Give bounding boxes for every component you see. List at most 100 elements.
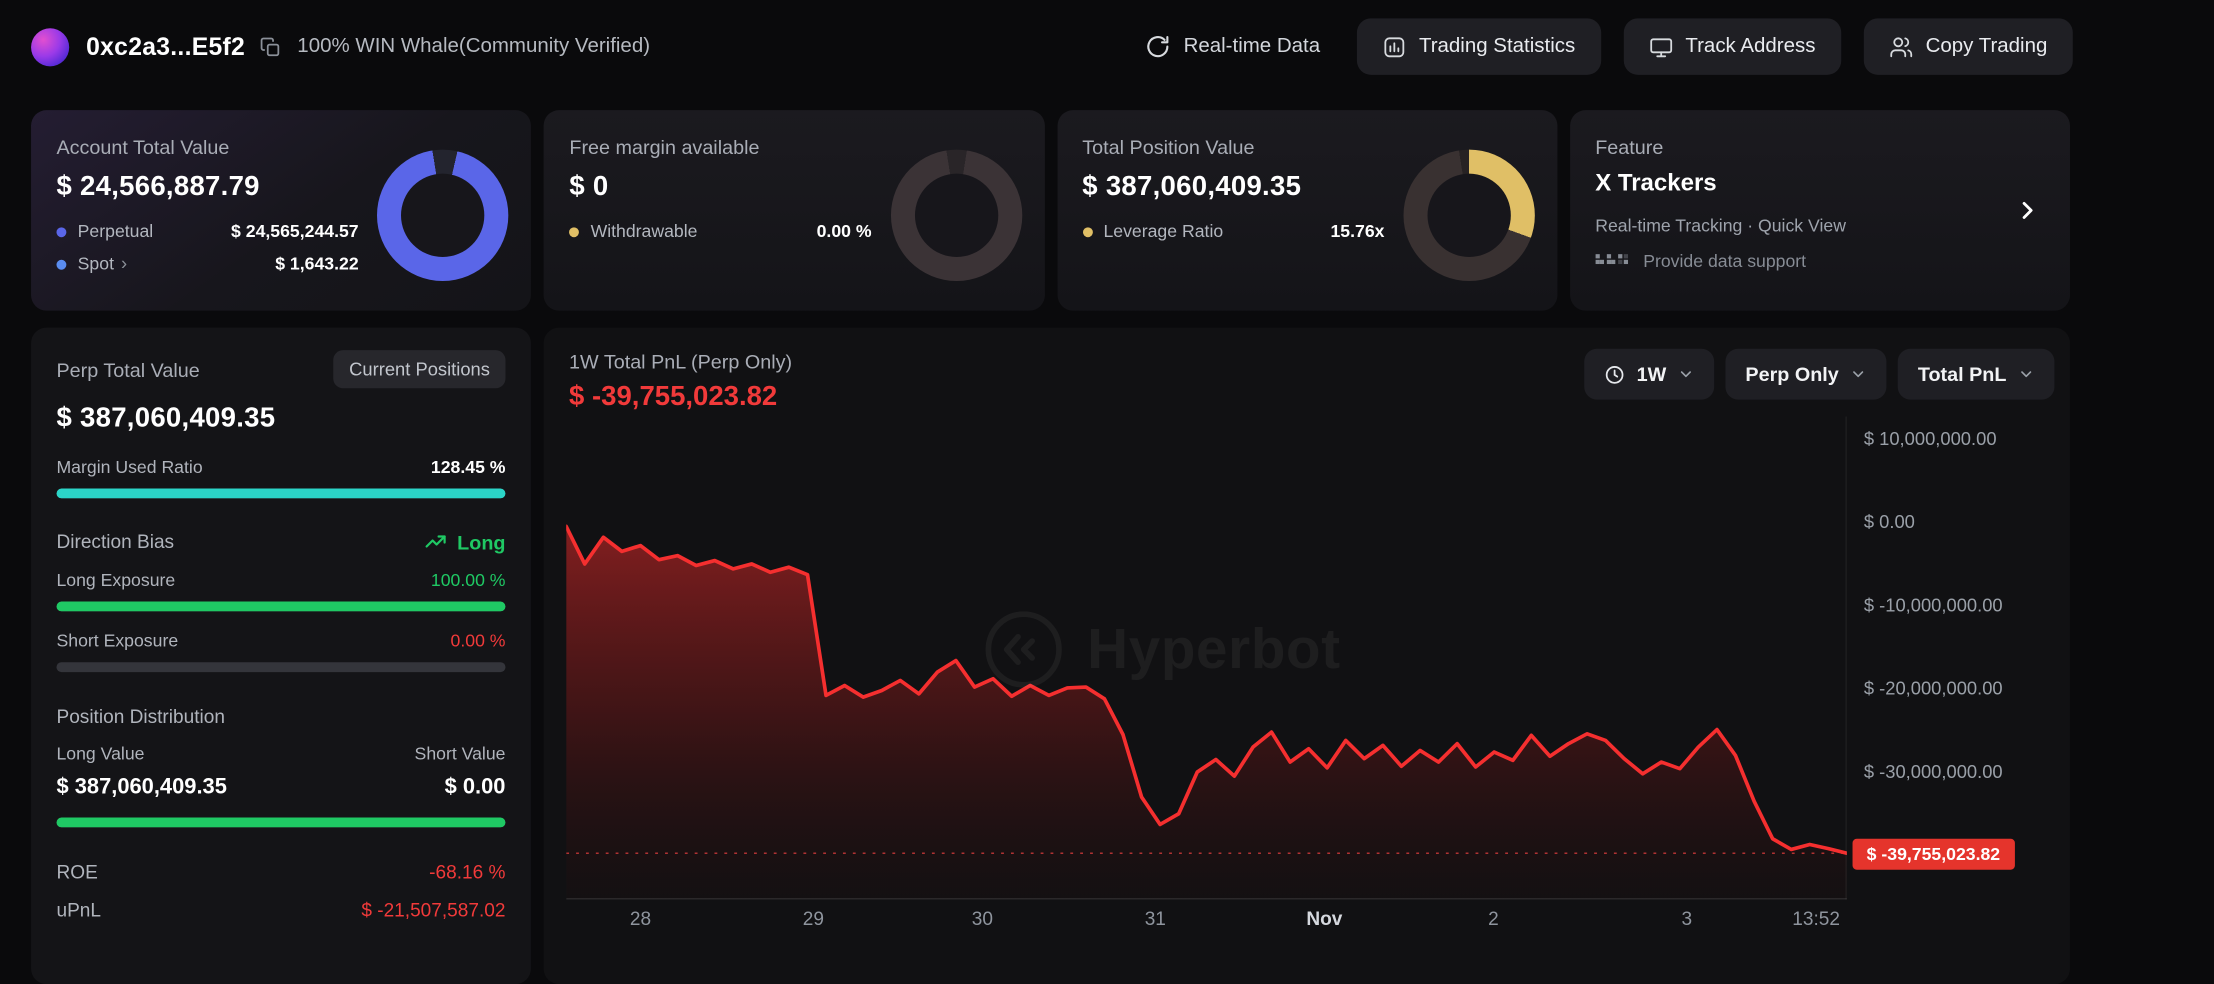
x-tick-label: 28: [629, 907, 652, 930]
time-range-value: 1W: [1636, 362, 1667, 386]
perp-total-panel: Perp Total Value Current Positions $ 387…: [31, 327, 531, 984]
card-value: $ 24,566,887.79: [56, 170, 260, 202]
row-value: $ 1,643.22: [275, 254, 359, 274]
feature-subtitle: Real-time Tracking · Quick View: [1595, 216, 1846, 236]
copy-address-icon[interactable]: [259, 36, 280, 57]
row-label: Spot: [77, 254, 114, 274]
free-margin-donut-chart: [890, 149, 1022, 281]
long-exposure-label: Long Exposure: [56, 570, 176, 591]
x-tick-label: 13:52: [1792, 907, 1840, 930]
margin-used-bar: [56, 488, 506, 499]
scope-select[interactable]: Perp Only: [1725, 348, 1887, 400]
card-free-margin: Free margin available $ 0 Withdrawable 0…: [543, 110, 1045, 311]
card-title: Free margin available: [569, 135, 760, 159]
card-feature-x-trackers[interactable]: Feature X Trackers Real-time Tracking · …: [1569, 110, 2070, 311]
copy-trading-button[interactable]: Copy Trading: [1863, 18, 2073, 75]
card-account-total-value: Account Total Value $ 24,566,887.79 Perp…: [31, 110, 532, 311]
chart-subtitle: 1W Total PnL (Perp Only): [569, 350, 793, 373]
long-exposure-bar-fill: [56, 601, 506, 612]
trading-statistics-button[interactable]: Trading Statistics: [1356, 18, 1601, 75]
roe-row: ROE -68.16 %: [56, 861, 505, 882]
withdrawable-dot-icon: [569, 226, 580, 237]
perpetual-row: Perpetual $ 24,565,244.57: [56, 221, 359, 242]
chevron-down-icon: [1850, 366, 1867, 383]
y-tick-label: $ -30,000,000.00: [1863, 760, 2003, 782]
perp-total-title: Perp Total Value: [56, 357, 200, 381]
row-label: Leverage Ratio: [1103, 221, 1224, 242]
short-exposure-label: Short Exposure: [56, 631, 179, 651]
chevron-down-icon: [2018, 366, 2035, 383]
chevron-down-icon: [1678, 366, 1695, 383]
spot-row[interactable]: Spot › $ 1,643.22: [56, 252, 359, 274]
card-value: $ 387,060,409.35: [1082, 170, 1302, 202]
button-label: Track Address: [1685, 35, 1816, 58]
button-label: Trading Statistics: [1418, 35, 1576, 58]
margin-used-label: Margin Used Ratio: [56, 457, 203, 478]
avatar: [31, 27, 70, 66]
x-tick-label: 2: [1488, 907, 1499, 930]
row-value: 0.00 %: [816, 221, 872, 242]
chart-controls: 1W Perp Only Total PnL: [1584, 348, 2055, 400]
current-positions-button[interactable]: Current Positions: [333, 350, 506, 389]
y-tick-label: $ 10,000,000.00: [1863, 427, 1997, 449]
leverage-row: Leverage Ratio 15.76x: [1082, 221, 1385, 242]
row-label: Withdrawable: [590, 221, 698, 242]
roe-value: -68.16 %: [429, 861, 506, 883]
position-distribution-label: Position Distribution: [56, 705, 225, 728]
long-exposure-value: 100.00 %: [430, 570, 506, 591]
card-rows: Leverage Ratio 15.76x: [1082, 221, 1385, 242]
button-label: Copy Trading: [1925, 35, 2048, 58]
row-label: Perpetual: [77, 221, 154, 242]
margin-used-row: Margin Used Ratio 128.45 %: [56, 457, 505, 477]
chevron-right-icon: ›: [121, 252, 128, 274]
metric-select[interactable]: Total PnL: [1898, 348, 2055, 400]
direction-bias-label: Direction Bias: [56, 530, 175, 553]
refresh-icon[interactable]: [1145, 34, 1170, 59]
long-value-label: Long Value: [56, 744, 145, 764]
distribution-values-row: $ 387,060,409.35 $ 0.00: [56, 775, 505, 800]
card-title: Feature: [1595, 135, 1664, 159]
x-tick-label: 3: [1681, 907, 1693, 930]
metric-value: Total PnL: [1917, 362, 2007, 386]
short-value-label: Short Value: [414, 744, 506, 764]
x-tick-label: 31: [1144, 907, 1166, 930]
bar-chart-icon: [1382, 35, 1406, 59]
upnl-row: uPnL $ -21,507,587.02: [56, 899, 505, 920]
long-exposure-row: Long Exposure 100.00 %: [56, 570, 505, 590]
long-exposure-bar: [56, 601, 506, 612]
y-axis-labels: $ 10,000,000.00 $ 0.00 $ -10,000,000.00 $ -…: [1864, 417, 2062, 900]
account-donut-chart: [377, 149, 509, 281]
upnl-value: $ -21,507,587.02: [361, 899, 506, 921]
direction-bias-value: Long: [423, 529, 505, 553]
time-range-select[interactable]: 1W: [1584, 348, 1715, 400]
y-tick-label: $ 0.00: [1863, 510, 1915, 533]
feature-support: Provide data support: [1595, 250, 2044, 273]
x-tick-label: 29: [802, 907, 824, 930]
y-tick-label: $ -20,000,000.00: [1863, 677, 2003, 699]
upnl-label: uPnL: [56, 899, 102, 921]
distribution-bar-fill: [56, 817, 506, 828]
summary-cards: Account Total Value $ 24,566,887.79 Perp…: [31, 110, 2070, 311]
feature-support-label: Provide data support: [1643, 251, 1807, 272]
spot-dot-icon: [56, 259, 67, 269]
monitor-icon: [1649, 35, 1673, 59]
leverage-dot-icon: [1082, 226, 1093, 237]
pnl-chart[interactable]: Hyperbot: [566, 416, 1847, 900]
row-value: 15.76x: [1330, 221, 1385, 242]
distribution-bar: [56, 817, 506, 828]
chevron-right-icon[interactable]: [2013, 196, 2041, 224]
short-exposure-value: 0.00 %: [450, 631, 506, 651]
pixel-logo-icon: [1595, 250, 1632, 273]
long-value: $ 387,060,409.35: [56, 775, 227, 800]
current-pnl-badge: $ -39,755,023.82: [1852, 838, 2015, 870]
direction-bias-row: Direction Bias Long: [56, 529, 505, 553]
short-exposure-row: Short Exposure 0.00 %: [56, 631, 505, 651]
wallet-address: 0xc2a3...E5f2: [86, 31, 246, 61]
x-axis-labels: 28 29 30 31 Nov 2 3 13:52: [566, 908, 1847, 936]
card-rows: Perpetual $ 24,565,244.57 Spot › $ 1,643…: [56, 221, 359, 274]
row-value: $ 24,565,244.57: [231, 221, 359, 242]
users-icon: [1889, 35, 1913, 59]
track-address-button[interactable]: Track Address: [1623, 18, 1841, 75]
x-tick-label: 30: [971, 907, 994, 930]
